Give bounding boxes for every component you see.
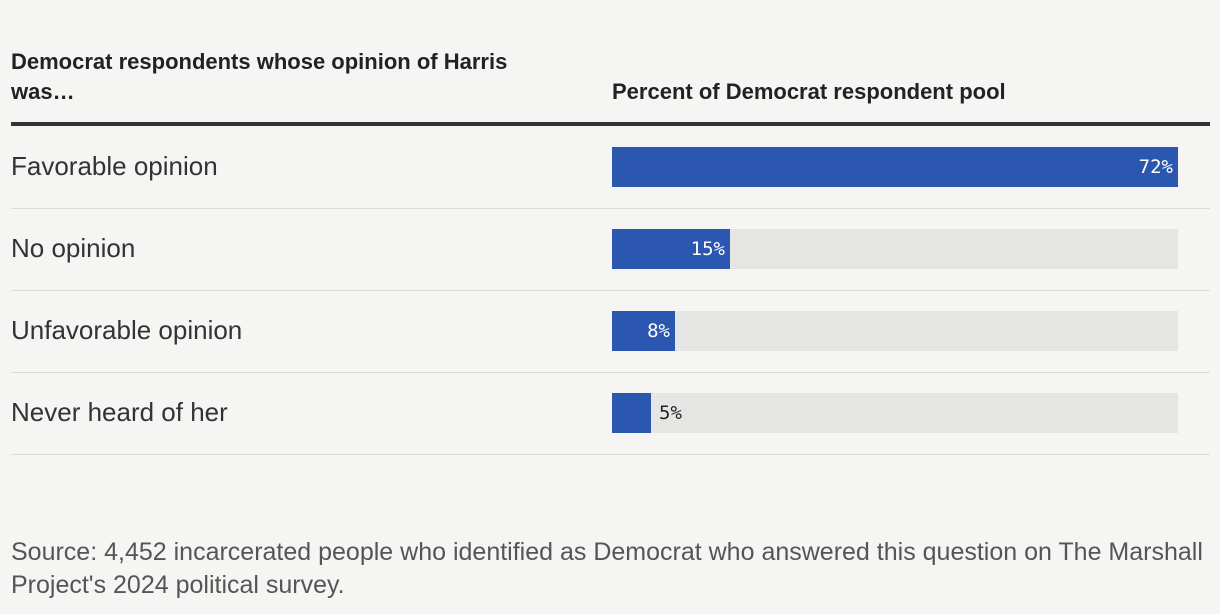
category-label: Favorable opinion bbox=[11, 151, 218, 181]
bar-track: 72% bbox=[612, 147, 1178, 187]
category-label: Never heard of her bbox=[11, 397, 228, 427]
bar bbox=[612, 147, 1178, 187]
category-label: Unfavorable opinion bbox=[11, 315, 243, 345]
bar-row: Favorable opinion 72% bbox=[11, 126, 1210, 209]
bar-track: 15% bbox=[612, 229, 1178, 269]
bar bbox=[612, 393, 651, 433]
category-column-header: Democrat respondents whose opinion of Ha… bbox=[11, 49, 508, 104]
bar-track: 8% bbox=[612, 311, 1178, 351]
bar-value-label: 8% bbox=[647, 320, 670, 342]
bar bbox=[612, 229, 730, 269]
value-column-header: Percent of Democrat respondent pool bbox=[612, 79, 1006, 104]
bar-track: 5% bbox=[612, 393, 1178, 433]
bar-value-label: 5% bbox=[659, 402, 682, 424]
category-label: No opinion bbox=[11, 233, 136, 263]
bar-value-label: 15% bbox=[690, 238, 725, 260]
bar-row: Never heard of her 5% bbox=[11, 372, 1210, 455]
bar-row: Unfavorable opinion 8% bbox=[11, 290, 1210, 373]
bar bbox=[612, 311, 675, 351]
header-divider bbox=[11, 122, 1210, 126]
source-note: Source: 4,452 incarcerated people who id… bbox=[11, 538, 1203, 599]
bar-row: No opinion 15% bbox=[11, 208, 1210, 291]
bar-value-label: 72% bbox=[1138, 156, 1173, 178]
